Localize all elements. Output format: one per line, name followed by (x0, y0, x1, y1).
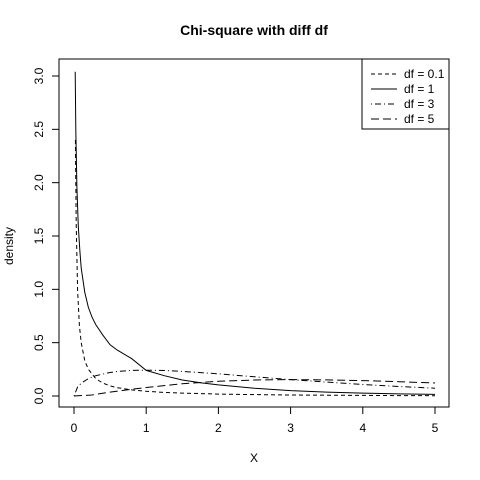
legend-label: df = 0.1 (404, 67, 445, 81)
chart-title: Chi-square with diff df (180, 22, 328, 38)
series-line-0 (74, 139, 436, 397)
series-line-1 (74, 71, 436, 395)
x-tick-label: 3 (287, 421, 294, 435)
y-tick-label: 1.0 (32, 281, 46, 298)
x-tick-label: 2 (215, 421, 222, 435)
y-tick-label: 3.0 (32, 67, 46, 84)
y-tick-label: 1.5 (32, 227, 46, 244)
x-tick-label: 1 (143, 421, 150, 435)
y-tick-label: 2.5 (32, 121, 46, 138)
legend-label: df = 1 (404, 82, 435, 96)
y-axis-label: density (2, 227, 16, 265)
series-line-3 (73, 379, 436, 397)
y-tick-label: 0.0 (32, 387, 46, 404)
x-axis-label: X (250, 451, 258, 465)
legend-label: df = 3 (404, 97, 435, 111)
x-tick-label: 0 (71, 421, 78, 435)
legend: df = 0.1df = 1df = 3df = 5 (361, 58, 450, 130)
y-tick-label: 0.5 (32, 334, 46, 351)
axes: 0 1 2 3 4 5 0.0 0.5 1.0 1.5 2.0 2.5 3.0 (32, 67, 439, 435)
x-tick-label: 4 (359, 421, 366, 435)
x-tick-label: 5 (432, 421, 439, 435)
y-tick-label: 2.0 (32, 174, 46, 191)
legend-box (361, 58, 450, 130)
series-group (73, 71, 436, 397)
series-line-2 (73, 369, 436, 397)
legend-label: df = 5 (404, 112, 435, 126)
